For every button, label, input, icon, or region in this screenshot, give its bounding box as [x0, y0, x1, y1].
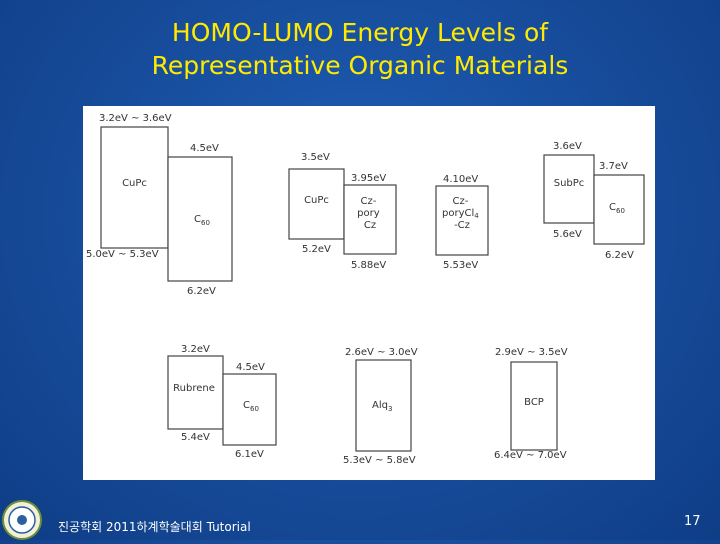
box-cupc-2	[288, 168, 345, 240]
page-number: 17	[684, 514, 701, 529]
material-cupc-1: CuPc	[122, 178, 147, 189]
box-cz-pory-cz	[343, 184, 397, 255]
label-homo-cz-porycl4: 5.53eV	[443, 260, 478, 271]
label-lumo-rubrene: 3.2eV	[181, 344, 210, 355]
label-homo-c60-5: 6.1eV	[235, 449, 264, 460]
material-subpc: SubPc	[554, 178, 585, 189]
title-line-2: Representative Organic Materials	[151, 51, 569, 80]
box-cupc-1	[100, 126, 169, 249]
label-lumo-subpc: 3.6eV	[553, 141, 582, 152]
material-cz-pory-cz-line1: Cz-	[360, 196, 376, 207]
energy-diagram-panel: 3.2eV ~ 3.6eV 5.0eV ~ 5.3eV 4.5eV 6.2eV …	[83, 106, 655, 480]
material-cz-porycl4-cz: Cz- poryCl4 -Cz	[442, 196, 482, 231]
material-c60-1: C60	[194, 214, 210, 227]
box-c60-4	[593, 174, 645, 245]
label-homo-rubrene: 5.4eV	[181, 432, 210, 443]
label-homo-cupc-1: 5.0eV ~ 5.3eV	[86, 249, 159, 260]
material-cupc-2: CuPc	[304, 195, 329, 206]
box-rubrene	[167, 355, 224, 430]
material-alq3: Alq3	[372, 400, 392, 413]
label-homo-cupc-2: 5.2eV	[302, 244, 331, 255]
material-cz-pory-cz: Cz- pory Cz	[357, 196, 383, 231]
energy-diagram: 3.2eV ~ 3.6eV 5.0eV ~ 5.3eV 4.5eV 6.2eV …	[86, 113, 645, 466]
material-cz-porycl4-line1: Cz-	[452, 196, 468, 207]
box-c60-5	[222, 373, 277, 446]
label-lumo-cupc-1: 3.2eV ~ 3.6eV	[99, 113, 172, 124]
label-lumo-c60-1: 4.5eV	[190, 143, 219, 154]
label-lumo-c60-5: 4.5eV	[236, 362, 265, 373]
material-bcp: BCP	[524, 397, 544, 408]
material-cz-porycl4-line3: -Cz	[454, 220, 470, 231]
box-bcp	[510, 361, 558, 451]
label-lumo-cupc-2: 3.5eV	[301, 152, 330, 163]
material-cz-porycl4-line2: poryCl4	[442, 208, 479, 220]
box-subpc	[543, 154, 595, 224]
material-c60-4: C60	[609, 202, 625, 215]
box-cz-porycl4-cz	[435, 185, 489, 256]
label-lumo-c60-4: 3.7eV	[599, 161, 628, 172]
material-cz-pory-cz-line3: Cz	[364, 220, 376, 231]
title-line-1: HOMO-LUMO Energy Levels of	[171, 18, 549, 47]
label-homo-c60-4: 6.2eV	[605, 250, 634, 261]
label-lumo-cz-pory-cz: 3.95eV	[351, 173, 386, 184]
label-homo-subpc: 5.6eV	[553, 229, 582, 240]
label-homo-c60-1: 6.2eV	[187, 286, 216, 297]
material-rubrene: Rubrene	[173, 383, 215, 394]
footer-text: 진공학회 2011하계학술대회 Tutorial	[58, 520, 251, 534]
label-lumo-cz-porycl4: 4.10eV	[443, 174, 478, 185]
label-homo-cz-pory-cz: 5.88eV	[351, 260, 386, 271]
material-cz-pory-cz-line2: pory	[357, 208, 380, 219]
slide-title: HOMO-LUMO Energy Levels of Representativ…	[0, 16, 720, 82]
box-alq3	[355, 359, 412, 452]
material-c60-5: C60	[243, 400, 259, 413]
box-c60-1	[167, 156, 233, 282]
label-lumo-alq3: 2.6eV ~ 3.0eV	[345, 347, 418, 358]
label-lumo-bcp: 2.9eV ~ 3.5eV	[495, 347, 568, 358]
label-homo-alq3: 5.3eV ~ 5.8eV	[343, 455, 416, 466]
label-homo-bcp: 6.4eV ~ 7.0eV	[494, 450, 567, 461]
society-logo-icon	[2, 500, 42, 540]
